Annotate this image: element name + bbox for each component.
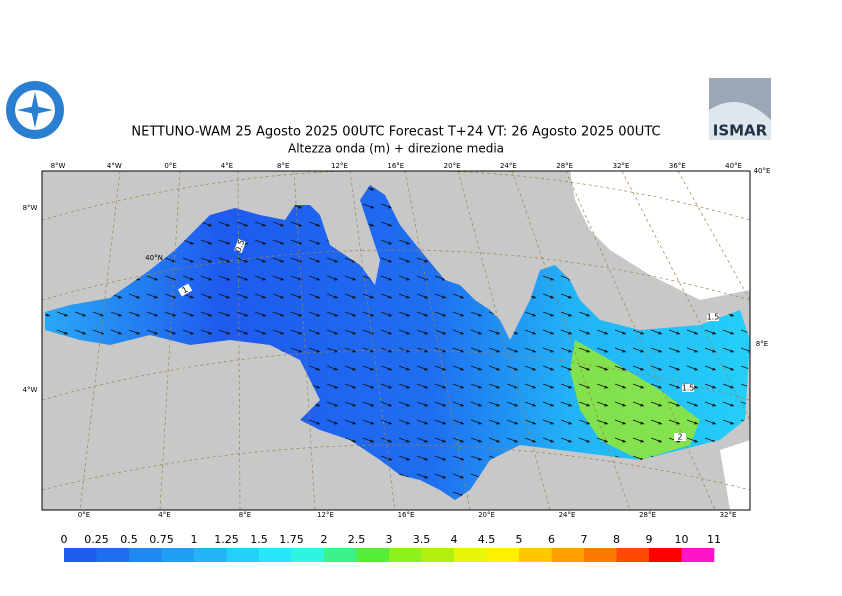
- colorbar-label: 3.5: [413, 533, 431, 546]
- contour-label: 1.5: [707, 313, 720, 322]
- top-lon-label: 32°E: [613, 162, 630, 170]
- top-lon-label: 20°E: [444, 162, 461, 170]
- colorbar-label: 1.5: [250, 533, 268, 546]
- colorbar-label: 0.75: [149, 533, 174, 546]
- contour-label-bg: [707, 313, 719, 321]
- title: NETTUNO-WAM 25 Agosto 2025 00UTC Forecas…: [131, 125, 660, 140]
- right-lat-label: 40°E: [754, 167, 771, 175]
- logo-left: [6, 81, 64, 139]
- colorbar-swatch: [389, 548, 422, 562]
- colorbar-label: 6: [548, 533, 555, 546]
- land-white: [570, 171, 750, 510]
- colorbar-label: 8: [613, 533, 620, 546]
- colorbar-label: 0: [61, 533, 68, 546]
- bottom-lon-label: 12°E: [317, 511, 334, 519]
- bottom-lon-label: 24°E: [559, 511, 576, 519]
- colorbar-swatch: [421, 548, 455, 562]
- colorbar-label: 3: [386, 533, 393, 546]
- colorbar-swatch: [259, 548, 292, 562]
- wave-direction-arrows: [45, 185, 750, 500]
- top-lon-label: 12°E: [331, 162, 348, 170]
- colorbar-label: 0.5: [120, 533, 138, 546]
- map: 0.5 1 1.5 1.5 2: [42, 171, 750, 510]
- colorbar-swatch: [226, 548, 260, 562]
- graticule: [42, 171, 750, 510]
- colorbar-swatch: [454, 548, 487, 562]
- colorbar-swatch: [291, 548, 325, 562]
- colorbar-swatch: [649, 548, 682, 562]
- bottom-lon-label: 4°E: [158, 511, 170, 519]
- colorbar-label: 10: [675, 533, 689, 546]
- contour-label-bg: [674, 433, 686, 441]
- bottom-lon-label: 28°E: [639, 511, 656, 519]
- colorbar-label: 1.75: [279, 533, 304, 546]
- subtitle: Altezza onda (m) + direzione media: [288, 142, 504, 156]
- colorbar-swatch: [616, 548, 650, 562]
- top-lon-label: 4°E: [221, 162, 233, 170]
- colorbar-swatch: [584, 548, 617, 562]
- right-lat-label: 8°E: [756, 340, 768, 348]
- colorbar-swatch: [486, 548, 520, 562]
- colorbar-swatch: [96, 548, 130, 562]
- contour-label-bg: [682, 384, 694, 392]
- colorbar-label: 1.25: [214, 533, 239, 546]
- bottom-lon-label: 0°E: [78, 511, 90, 519]
- colorbar-swatch: [519, 548, 552, 562]
- left-lat-label: 4°W: [23, 386, 38, 394]
- bottom-lon-label: 20°E: [478, 511, 495, 519]
- contour-label: 1.5: [682, 384, 695, 393]
- colorbar-swatch: [681, 548, 715, 562]
- contour-label: 0.5: [234, 238, 247, 253]
- top-lon-label: 8°W: [51, 162, 66, 170]
- colorbar-label: 9: [646, 533, 653, 546]
- bottom-lon-label: 16°E: [398, 511, 415, 519]
- left-lat-label: 8°W: [23, 204, 38, 212]
- logo-right: ISMAR: [709, 78, 771, 140]
- colorbar-label: 4.5: [478, 533, 496, 546]
- contour-label-bg: [177, 283, 193, 297]
- top-lon-label: 8°E: [277, 162, 289, 170]
- contour-label: 1: [181, 285, 190, 295]
- bottom-lon-label: 32°E: [720, 511, 737, 519]
- colorbar-label: 0.25: [84, 533, 109, 546]
- colorbar-swatch: [551, 548, 585, 562]
- colorbar-label: 1: [191, 533, 198, 546]
- colorbar-swatch: [356, 548, 390, 562]
- top-lon-label: 28°E: [556, 162, 573, 170]
- top-lon-label: 0°E: [164, 162, 176, 170]
- colorbar-label: 7: [581, 533, 588, 546]
- colorbar-swatch: [324, 548, 357, 562]
- colorbar-swatch: [161, 548, 195, 562]
- colorbar-label: 5: [516, 533, 523, 546]
- top-lon-label: 40°E: [725, 162, 742, 170]
- colorbar-swatch: [64, 548, 97, 562]
- bottom-lon-label: 8°E: [239, 511, 251, 519]
- colorbar-label: 4: [451, 533, 458, 546]
- contour-label: 2: [677, 433, 682, 442]
- inner-lat-label: 40°N: [145, 254, 163, 262]
- contour-label-bg: [234, 238, 246, 254]
- top-lon-label: 24°E: [500, 162, 517, 170]
- top-lon-label: 4°W: [107, 162, 122, 170]
- map-frame: [41, 170, 751, 511]
- top-lon-label: 16°E: [387, 162, 404, 170]
- colorbar-label: 2.5: [348, 533, 366, 546]
- colorbar-swatch: [194, 548, 227, 562]
- top-lon-label: 36°E: [669, 162, 686, 170]
- colorbar-swatch: [129, 548, 162, 562]
- logo-text: ISMAR: [713, 122, 768, 140]
- colorbar-label: 11: [707, 533, 721, 546]
- colorbar-label: 2: [321, 533, 328, 546]
